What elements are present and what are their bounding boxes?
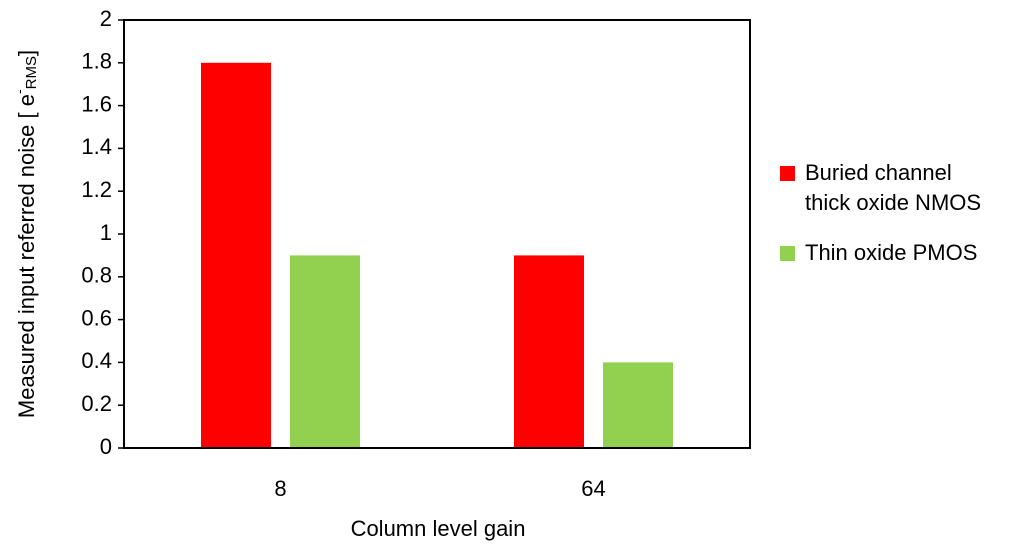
y-tick-label: 0.2 [81,391,112,416]
y-tick-label: 0.8 [81,263,112,288]
legend-swatch [780,246,795,261]
legend-label: Thin oxide PMOS [805,240,978,265]
plot-frame [123,19,751,449]
x-axis-title: Column level gain [351,516,526,541]
bar [603,362,673,448]
y-title-main: Measured input referred noise [ e [14,94,39,418]
legend-swatch [780,166,795,181]
x-tick-label: 8 [274,476,286,501]
x-tick-label: 64 [581,476,605,501]
y-tick-label: 0.6 [81,305,112,330]
y-axis-title: Measured input referred noise [ e-RMS] [11,50,40,418]
bar [290,255,360,448]
bar [201,62,271,449]
legend: Buried channel thick oxide NMOS Thin oxid… [780,160,981,290]
y-tick-label: 1.8 [81,49,112,74]
y-title-end: ] [14,50,39,56]
y-tick-label: 0.4 [81,348,112,373]
y-tick-label: 2 [100,6,112,31]
bar [514,255,584,448]
y-tick-label: 1.2 [81,177,112,202]
y-title-sub: RMS [23,56,40,89]
legend-item: Buried channel thick oxide NMOS [780,160,981,218]
legend-label: Buried channel thick oxide NMOS [805,160,982,215]
y-tick-label: 1.6 [81,91,112,116]
y-tick-label: 0 [100,434,112,459]
y-tick-label: 1.4 [81,134,112,159]
legend-item: Thin oxide PMOS [780,240,981,268]
y-tick-label: 1 [100,220,112,245]
y-title-sup: - [11,89,27,94]
